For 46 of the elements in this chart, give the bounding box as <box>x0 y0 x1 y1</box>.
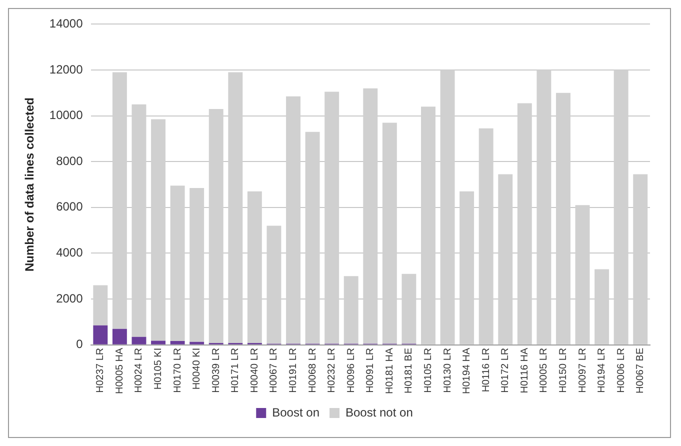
x-tick-label: H0116 HA <box>519 348 530 394</box>
x-tick-label: H0097 LR <box>577 348 588 393</box>
x-tick-label: H0024 LR <box>134 348 145 393</box>
x-tick-label: H0130 LR <box>442 348 454 393</box>
x-tick-label: H0040 KI <box>192 348 203 390</box>
y-axis-title: Number of data lines collected <box>22 98 37 272</box>
y-tick-label: 2000 <box>56 291 84 306</box>
x-tick-label: H0194 LR <box>596 348 608 393</box>
legend-label: Boost on <box>272 405 320 420</box>
bar <box>132 336 146 344</box>
x-tick-label: H0181 HA <box>384 348 396 394</box>
x-tick-label: H0172 LR <box>500 348 512 393</box>
x-tick-label: H0040 LR <box>249 348 260 393</box>
y-tick-label: 6000 <box>56 200 84 214</box>
x-tick-label: H0105 KI <box>153 348 164 390</box>
x-tick-label: H0181 BE <box>404 348 415 394</box>
x-tick-label: H0091 LR <box>365 348 376 393</box>
y-tick-label: 0 <box>76 337 84 352</box>
bar <box>170 340 185 344</box>
x-tick-label: H0068 LR <box>307 348 318 393</box>
bar <box>151 340 166 344</box>
bar <box>93 325 108 344</box>
x-tick-label: H0067 BE <box>635 348 646 394</box>
y-tick-label: 10000 <box>49 108 84 122</box>
x-tick-label: H0171 LR <box>230 348 242 393</box>
x-tick-label: H0237 LR <box>95 348 106 393</box>
x-tick-label: H0232 LR <box>326 348 338 393</box>
y-tick-label: 12000 <box>49 62 84 76</box>
y-tick-label: 14000 <box>49 16 84 31</box>
x-tick-label: H0005 LR <box>538 348 550 393</box>
x-tick-label: H0150 LR <box>558 348 569 393</box>
bar <box>112 328 127 344</box>
x-tick-label: H0096 LR <box>346 348 357 393</box>
y-tick-label: 8000 <box>56 154 84 168</box>
x-tick-label: H0067 LR <box>268 348 280 393</box>
x-tick-label: H0006 LR <box>616 348 627 393</box>
x-tick-label: H0116 LR <box>480 348 492 392</box>
bar <box>190 342 204 344</box>
x-tick-label: H0005 HA <box>114 348 126 394</box>
x-tick-label: H0105 LR <box>422 348 434 393</box>
x-tick-label: H0170 LR <box>172 348 184 393</box>
x-tick-label: H0191 LR <box>288 348 299 393</box>
x-tick-label: H0194 HA <box>462 348 473 394</box>
y-tick-label: 4000 <box>56 246 84 260</box>
legend-label: Boost not on <box>345 405 413 420</box>
x-tick-label: H0039 LR <box>210 348 222 393</box>
